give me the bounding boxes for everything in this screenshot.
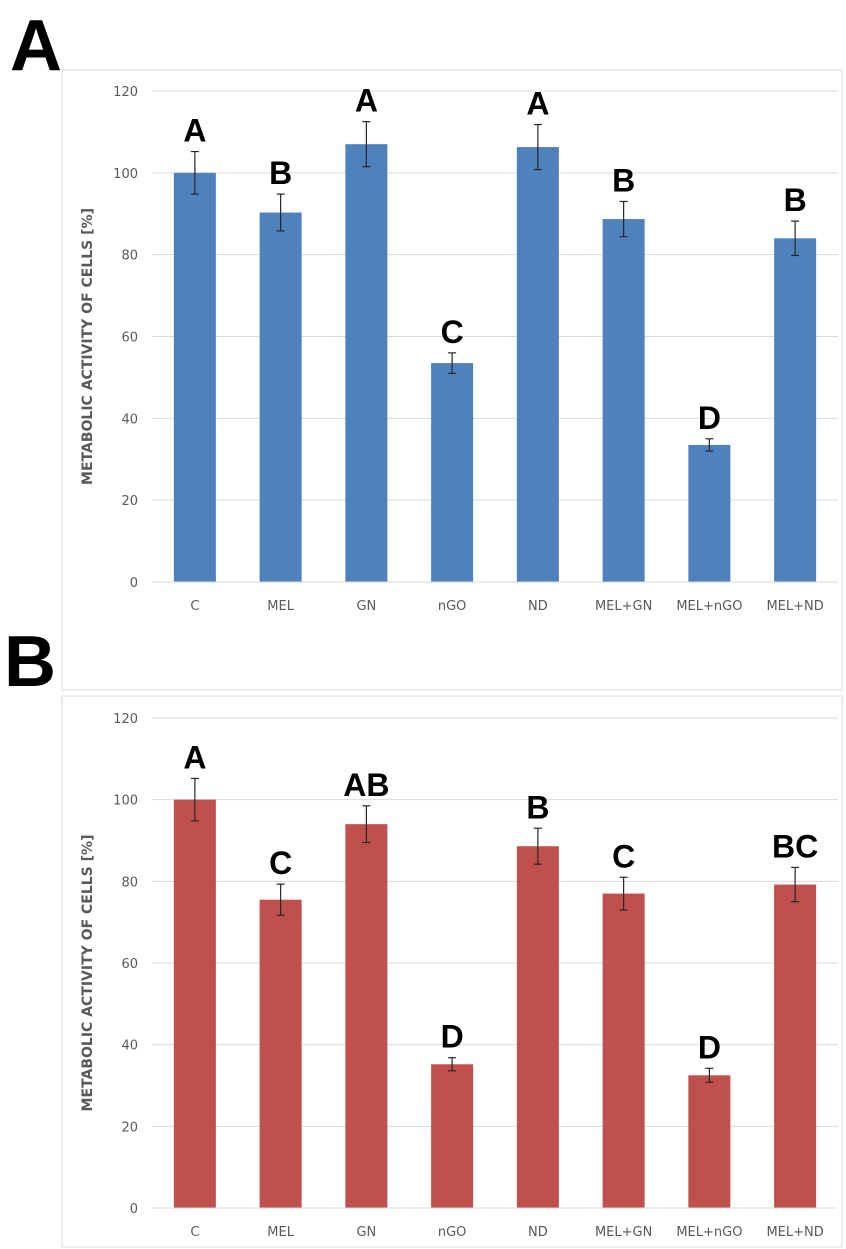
significance-label: B <box>784 182 807 218</box>
bar <box>431 363 474 582</box>
significance-label: C <box>612 838 635 874</box>
x-tick-label: ND <box>528 599 548 614</box>
bar <box>688 1075 731 1208</box>
x-tick-label: C <box>190 599 199 614</box>
significance-label: BC <box>772 828 818 864</box>
y-tick-label: 20 <box>121 1120 138 1135</box>
y-tick-label: 40 <box>121 1039 138 1054</box>
x-tick-label: MEL+GN <box>595 1225 652 1240</box>
bar <box>774 238 817 583</box>
y-tick-label: 120 <box>113 712 138 727</box>
significance-label: C <box>269 845 292 881</box>
bar <box>259 212 302 582</box>
y-axis-label: METABOLIC ACTIVITY OF CELLS [%] <box>80 208 96 485</box>
significance-label: A <box>183 113 206 149</box>
x-tick-label: MEL <box>267 1225 294 1240</box>
significance-label: A <box>355 83 378 119</box>
x-tick-label: MEL+ND <box>766 1225 823 1240</box>
y-tick-label: 40 <box>121 412 138 427</box>
significance-label: D <box>441 1019 464 1055</box>
x-tick-label: MEL+ND <box>766 599 823 614</box>
bar <box>602 893 645 1208</box>
significance-label: AB <box>343 767 389 803</box>
y-axis-label: METABOLIC ACTIVITY OF CELLS [%] <box>80 835 96 1112</box>
x-tick-label: MEL+nGO <box>676 599 742 614</box>
x-tick-label: MEL+nGO <box>676 1225 742 1240</box>
significance-label: A <box>183 739 206 775</box>
x-tick-label: nGO <box>438 1225 467 1240</box>
bar <box>345 824 388 1208</box>
chart-panel-a: 0 20 40 60 80 100 120 METABOLIC ACTIVITY OF CEL… <box>61 69 843 691</box>
y-tick-label: 60 <box>121 957 138 972</box>
significance-label: C <box>441 314 464 350</box>
chart-panel-b: 0 20 40 60 80 100 120 METABOLIC ACTIVITY OF CEL… <box>61 695 843 1248</box>
panel-letter-b: B <box>4 622 56 702</box>
y-tick-label: 80 <box>121 875 138 890</box>
significance-label: D <box>698 1029 721 1065</box>
y-tick-label: 20 <box>121 494 138 509</box>
x-tick-label: GN <box>356 599 376 614</box>
y-tick-label: 80 <box>121 249 138 264</box>
y-tick-label: 0 <box>130 576 138 591</box>
significance-label: B <box>269 155 292 191</box>
bar <box>345 144 388 583</box>
bar <box>516 147 559 582</box>
panel-letter-a: A <box>10 6 62 86</box>
bar <box>173 172 216 583</box>
bar <box>602 219 645 583</box>
y-tick-label: 0 <box>130 1202 138 1217</box>
y-tick-label: 100 <box>113 167 138 182</box>
bar <box>774 884 817 1208</box>
y-tick-label: 100 <box>113 794 138 809</box>
significance-label: A <box>526 86 549 122</box>
y-tick-label: 60 <box>121 331 138 346</box>
bar <box>173 799 216 1208</box>
significance-label: D <box>698 400 721 436</box>
bar <box>431 1064 474 1208</box>
x-tick-label: C <box>190 1225 199 1240</box>
bar <box>259 899 302 1208</box>
bar <box>688 444 731 582</box>
significance-label: B <box>612 162 635 198</box>
x-tick-label: GN <box>356 1225 376 1240</box>
x-tick-label: nGO <box>438 599 467 614</box>
y-tick-label: 120 <box>113 85 138 100</box>
bar <box>516 846 559 1208</box>
significance-label: B <box>526 789 549 825</box>
x-tick-label: MEL <box>267 599 294 614</box>
x-tick-label: MEL+GN <box>595 599 652 614</box>
x-tick-label: ND <box>528 1225 548 1240</box>
